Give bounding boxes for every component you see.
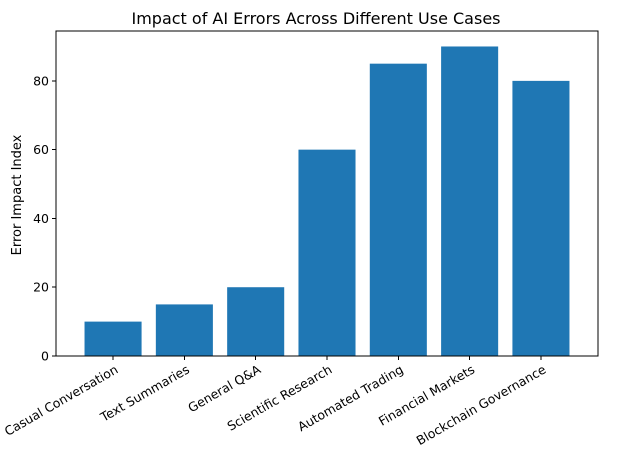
y-tick-label: 80	[33, 73, 49, 88]
bar-1	[84, 321, 142, 356]
y-tick-label: 40	[33, 211, 49, 226]
x-tick-label: Casual Conversation	[2, 362, 121, 439]
bar-6	[441, 46, 499, 356]
bar-3	[227, 287, 285, 356]
y-axis-ticks: 0 20 40 60 80	[33, 73, 56, 364]
bars-group	[84, 46, 570, 357]
bar-7	[512, 80, 570, 357]
bar-2	[155, 304, 213, 356]
y-tick-label: 20	[33, 280, 49, 295]
y-tick-label: 0	[41, 349, 49, 364]
bar-4	[298, 149, 356, 356]
axes-frame	[55, 30, 599, 357]
bar-5	[369, 63, 427, 357]
chart-title: Impact of AI Errors Across Different Use…	[131, 9, 500, 28]
x-tick-label: Blockchain Governance	[414, 361, 549, 448]
y-axis-label: Error Impact Index	[10, 134, 25, 255]
y-tick-label: 60	[33, 142, 49, 157]
